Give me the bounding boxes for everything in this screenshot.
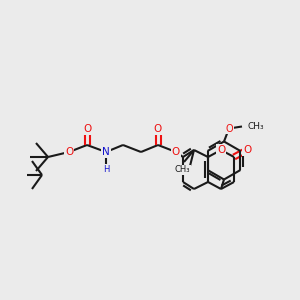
Text: O: O [83,124,91,134]
Text: N: N [102,147,110,157]
Text: O: O [172,147,180,157]
Text: O: O [65,147,73,157]
Text: O: O [154,124,162,134]
Text: O: O [243,145,251,155]
Text: CH₃: CH₃ [174,166,190,175]
Text: CH₃: CH₃ [248,122,265,131]
Text: H: H [103,164,109,173]
Text: O: O [225,124,233,134]
Text: O: O [217,145,225,155]
